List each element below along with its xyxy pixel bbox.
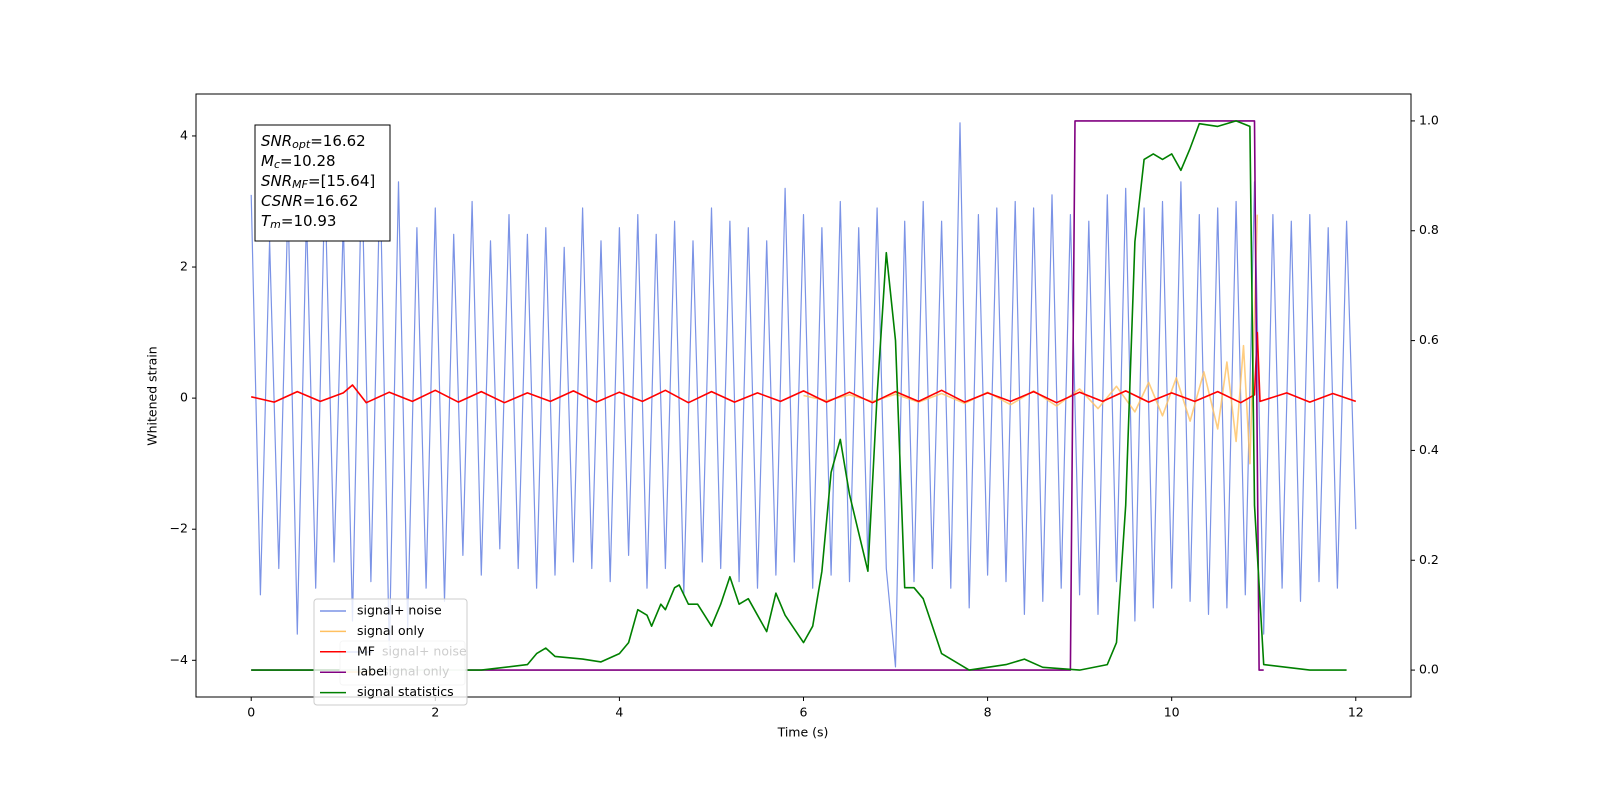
legend-box: [313, 598, 468, 706]
annotation-symbol: M: [261, 152, 274, 170]
annotation-subscript: opt: [292, 138, 311, 151]
y2-tick-label: 0.4: [1419, 442, 1439, 457]
series-line: [251, 331, 1357, 404]
annotation-subscript: m: [270, 218, 281, 231]
annotation-symbol: SNR: [261, 172, 292, 190]
x-tick-label: 2: [431, 705, 439, 720]
annotation-box: [254, 124, 391, 242]
legend-label: signal statistics: [357, 684, 454, 699]
y2-tick-label: 0.8: [1419, 222, 1439, 237]
annotation-line: Mc=10.28: [261, 152, 336, 172]
y2-tick-label: 0.2: [1419, 552, 1439, 567]
y-tick-label: 0: [180, 390, 188, 405]
annotation-line: SNRMF=[15.64]: [261, 172, 375, 192]
annotation-subscript: MF: [292, 178, 308, 191]
legend-label: MF: [357, 643, 375, 658]
annotation-subscript: c: [274, 158, 280, 171]
annotation-symbol: SNR: [261, 132, 292, 150]
annotation-symbol: T: [261, 212, 272, 230]
x-tick-label: 12: [1348, 705, 1364, 720]
y-tick-label: 2: [180, 259, 188, 274]
annotation-value: =16.62: [303, 192, 359, 210]
annotation-symbol: CSNR: [261, 192, 303, 210]
x-tick-label: 8: [984, 705, 992, 720]
y-tick-label: −4: [170, 652, 188, 667]
series-line: [251, 120, 1347, 671]
x-tick-label: 0: [247, 705, 255, 720]
annotation-line: SNRopt=16.62: [261, 132, 366, 152]
annotation-value: =[15.64]: [308, 172, 375, 190]
annotation-value: =10.28: [280, 152, 336, 170]
y-tick-label: −2: [170, 521, 188, 536]
y2-tick-label: 0.0: [1419, 662, 1439, 677]
x-tick-label: 4: [615, 705, 623, 720]
y-tick-label: 4: [180, 127, 188, 142]
legend-label: signal+ noise: [357, 603, 442, 618]
x-tick-label: 10: [1164, 705, 1180, 720]
annotation-value: =16.62: [310, 132, 366, 150]
y2-tick-label: 0.6: [1419, 332, 1439, 347]
axes-frame: [195, 93, 1412, 698]
series-line: [250, 122, 1357, 668]
annotation-line: Tm=10.93: [261, 212, 336, 232]
y-axis-label: Whitened strain: [145, 346, 160, 445]
x-axis-label: Time (s): [777, 725, 829, 740]
annotation-line: CSNR=16.62: [261, 192, 358, 210]
legend-label: signal only: [357, 623, 425, 638]
annotation-value: =10.93: [281, 212, 337, 230]
y2-tick-label: 1.0: [1419, 112, 1439, 127]
x-tick-label: 6: [800, 705, 808, 720]
legend-label: label: [357, 664, 387, 679]
series-line: [803, 214, 1259, 465]
plot-area: [250, 120, 1357, 671]
series-line: [251, 120, 1264, 671]
